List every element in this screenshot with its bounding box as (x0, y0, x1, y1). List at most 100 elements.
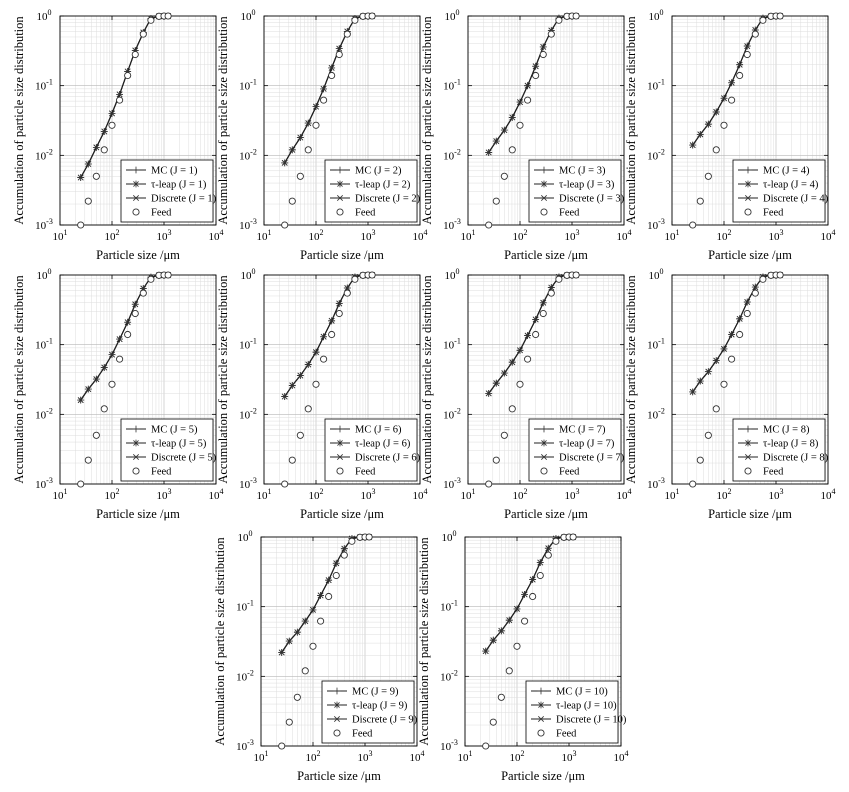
legend-marker (336, 166, 344, 174)
series-circle (77, 12, 172, 229)
data-point (500, 172, 508, 180)
legend-marker (336, 467, 344, 475)
legend-marker (132, 439, 140, 447)
data-point (712, 146, 720, 154)
x-axis-label: Particle size /μm (96, 248, 180, 262)
data-point (759, 275, 767, 283)
y-axis-label: Accumulation of particle size distributi… (624, 16, 638, 225)
data-point (696, 456, 704, 464)
legend-item: MC (J = 2) (330, 166, 402, 177)
y-tick-label: 100 (445, 267, 460, 282)
legend-item: τ-leap (J = 1) (126, 180, 207, 191)
series-circle (281, 12, 376, 229)
data-point (77, 174, 84, 181)
series-x (281, 12, 376, 166)
data-point (77, 480, 85, 488)
legend-item: τ-leap (J = 3) (534, 180, 615, 191)
legend-item: τ-leap (J = 7) (534, 439, 615, 450)
data-point (92, 172, 100, 180)
legend-marker (537, 715, 545, 723)
x-tick-label: 102 (105, 228, 120, 243)
legend-marker (132, 166, 140, 174)
legend-marker (132, 453, 140, 461)
data-point (705, 368, 712, 375)
y-tick-label: 10-2 (443, 147, 461, 162)
data-point (505, 667, 513, 675)
data-point (296, 172, 304, 180)
y-tick-label: 10-3 (443, 217, 461, 232)
data-point (697, 131, 704, 138)
legend-label: MC (J = 8) (763, 425, 810, 436)
data-point (108, 121, 116, 129)
data-point (545, 545, 552, 552)
legend-marker (132, 194, 140, 202)
x-tick-label: 104 (209, 487, 224, 502)
data-point (320, 96, 328, 104)
legend-marker (537, 701, 545, 709)
y-tick-label: 10-3 (236, 738, 254, 753)
data-point (547, 30, 555, 38)
data-point (343, 289, 351, 297)
legend-marker (540, 208, 548, 216)
data-point (736, 330, 744, 339)
data-point (524, 332, 531, 339)
y-tick-label: 10-2 (35, 147, 53, 162)
y-tick-label: 10-2 (647, 406, 665, 421)
data-point (116, 96, 124, 104)
data-point (497, 693, 505, 701)
legend-item: Feed (132, 467, 172, 478)
data-point (759, 16, 767, 24)
legend-label: Discrete (J = 4) (763, 194, 829, 205)
legend-item: Discrete (J = 1) (126, 194, 217, 205)
data-point (498, 627, 505, 634)
legend-label: Discrete (J = 10) (556, 715, 627, 726)
data-point (524, 82, 531, 89)
legend-label: τ-leap (J = 5) (151, 439, 207, 450)
data-point (552, 537, 560, 545)
data-point (341, 545, 348, 552)
data-point (720, 121, 728, 129)
legend-label: MC (J = 7) (559, 425, 606, 436)
data-point (506, 617, 513, 624)
y-tick-label: 10-2 (647, 147, 665, 162)
legend-label: Discrete (J = 5) (151, 453, 217, 464)
legend-label: τ-leap (J = 6) (355, 439, 411, 450)
series-x (77, 271, 172, 404)
legend-label: Feed (355, 467, 376, 478)
x-tick-label: 102 (105, 487, 120, 502)
data-point (285, 718, 293, 726)
legend-marker (744, 194, 752, 202)
legend-label: Discrete (J = 9) (352, 715, 418, 726)
y-tick-label: 10-1 (239, 78, 257, 93)
y-axis-label: Accumulation of particle size distributi… (420, 16, 434, 225)
data-point (368, 12, 376, 20)
data-point (294, 629, 301, 636)
data-point (124, 330, 132, 339)
data-point (317, 617, 325, 625)
legend-label: Feed (559, 467, 580, 478)
legend-label: Discrete (J = 2) (355, 194, 421, 205)
data-point (712, 405, 720, 413)
x-tick-label: 103 (361, 487, 376, 502)
series-group (689, 12, 784, 229)
data-point (532, 71, 540, 80)
series-circle (77, 271, 172, 488)
x-tick-label: 101 (254, 749, 269, 764)
legend-item: τ-leap (J = 9) (327, 701, 408, 712)
data-point (689, 388, 696, 395)
legend-item: τ-leap (J = 6) (330, 439, 411, 450)
legend: MC (J = 7) τ-leap (J = 7) Discrete (J = 7)… (528, 418, 625, 482)
x-tick-label: 102 (309, 487, 324, 502)
data-point (281, 393, 288, 400)
data-point (139, 30, 147, 38)
legend-label: τ-leap (J = 3) (559, 180, 615, 191)
data-point (728, 331, 735, 338)
data-point (509, 359, 516, 366)
data-point (501, 127, 508, 134)
y-tick-label: 10-2 (239, 406, 257, 421)
data-point (736, 71, 744, 80)
x-tick-label: 104 (821, 228, 836, 243)
data-point (524, 355, 532, 363)
x-tick-label: 101 (257, 487, 272, 502)
y-tick-label: 10-2 (239, 147, 257, 162)
